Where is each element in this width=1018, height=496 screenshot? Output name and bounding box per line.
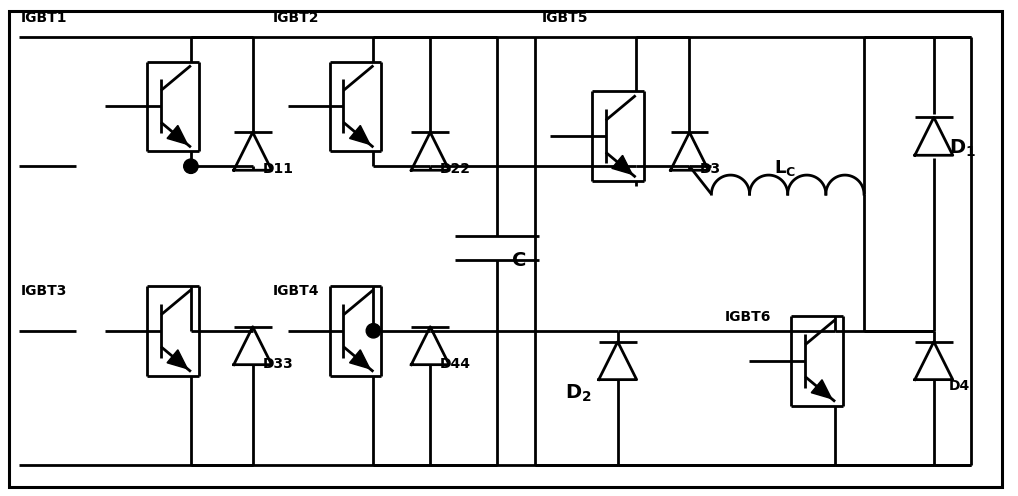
- Polygon shape: [234, 132, 272, 170]
- Text: D33: D33: [263, 357, 293, 371]
- Text: IGBT3: IGBT3: [20, 284, 67, 298]
- Text: IGBT4: IGBT4: [273, 284, 320, 298]
- Polygon shape: [811, 380, 832, 399]
- Text: IGBT1: IGBT1: [20, 10, 67, 25]
- Text: D22: D22: [440, 162, 471, 176]
- Text: $\mathbf{D_1}$: $\mathbf{D_1}$: [949, 137, 976, 159]
- Text: $\mathbf{D_2}$: $\mathbf{D_2}$: [565, 383, 591, 404]
- Polygon shape: [167, 125, 187, 144]
- Text: D4: D4: [949, 378, 970, 393]
- Polygon shape: [411, 327, 449, 365]
- Text: D11: D11: [263, 162, 293, 176]
- Text: $\mathbf{L_C}$: $\mathbf{L_C}$: [775, 158, 796, 178]
- Text: D44: D44: [440, 357, 471, 371]
- Text: IGBT6: IGBT6: [725, 310, 771, 324]
- Polygon shape: [167, 350, 187, 369]
- Text: C: C: [512, 251, 526, 270]
- Text: D3: D3: [699, 162, 721, 176]
- Polygon shape: [915, 342, 953, 379]
- Text: IGBT2: IGBT2: [273, 10, 320, 25]
- Text: IGBT5: IGBT5: [542, 10, 588, 25]
- Polygon shape: [915, 118, 953, 155]
- Polygon shape: [411, 132, 449, 170]
- Polygon shape: [349, 125, 370, 144]
- Polygon shape: [234, 327, 272, 365]
- Polygon shape: [599, 342, 636, 379]
- Polygon shape: [671, 132, 709, 170]
- Polygon shape: [349, 350, 370, 369]
- Polygon shape: [612, 155, 632, 174]
- Circle shape: [183, 159, 199, 174]
- Circle shape: [366, 323, 381, 338]
